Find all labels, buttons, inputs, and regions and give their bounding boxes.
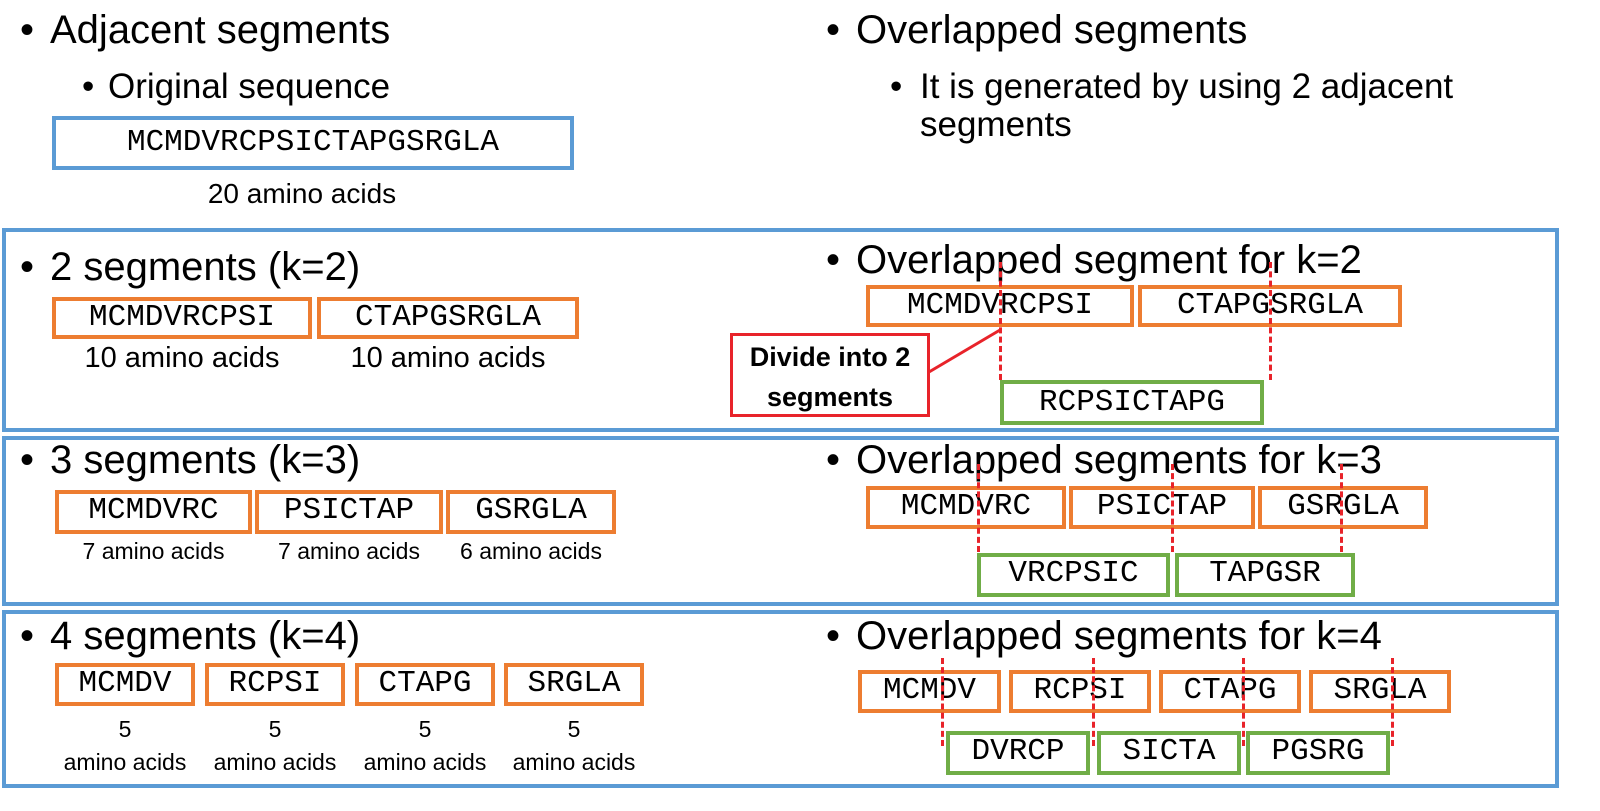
divide-callout: Divide into 2 segments <box>730 333 930 417</box>
k3-overlap-heading: • Overlapped segments for k=3 <box>826 438 1382 482</box>
bullet-icon: • <box>20 245 35 289</box>
original-sequence-caption: 20 amino acids <box>207 178 397 209</box>
k4-caption-number: 5 <box>567 716 581 742</box>
k4-overlap-source: MCMDV <box>858 670 1001 713</box>
k4-segment: MCMDV <box>55 663 195 706</box>
k2-heading-text: 2 segments (k=2) <box>50 245 361 289</box>
bullet-icon: • <box>826 238 841 282</box>
k3-heading: • 3 segments (k=3) <box>20 438 360 482</box>
k3-heading-text: 3 segments (k=3) <box>50 438 361 482</box>
divider-line <box>999 262 1002 380</box>
k3-segment: PSICTAP <box>255 490 443 534</box>
k4-segment: CTAPG <box>355 663 495 706</box>
k2-segment: CTAPGSRGLA <box>317 297 579 339</box>
divider-line <box>1242 658 1245 746</box>
k4-caption-unit: amino acids <box>512 749 636 775</box>
bullet-icon: • <box>20 438 35 482</box>
divider-line <box>1391 658 1394 746</box>
bullet-icon: • <box>826 438 841 482</box>
section-k2 <box>2 228 1559 432</box>
bullet-icon: • <box>20 8 35 52</box>
k4-caption-number: 5 <box>418 716 432 742</box>
section-k3 <box>2 436 1559 606</box>
bullet-icon: • <box>890 67 903 106</box>
section-k4 <box>2 610 1559 788</box>
k3-caption: 7 amino acids <box>278 538 420 564</box>
k4-heading-text: 4 segments (k=4) <box>50 614 361 658</box>
k4-overlap-source: RCPSI <box>1009 670 1151 713</box>
k2-heading: • 2 segments (k=2) <box>20 245 360 289</box>
bullet-icon: • <box>82 67 95 106</box>
k3-overlap-heading-text: Overlapped segments for k=3 <box>856 438 1382 482</box>
k2-caption: 10 amino acids <box>84 342 280 374</box>
k4-overlapped-segment: PGSRG <box>1246 731 1390 775</box>
overlapped-heading: • Overlapped segments <box>826 8 1247 52</box>
k4-caption-number: 5 <box>118 716 132 742</box>
k3-overlapped-segment: TAPGSR <box>1175 553 1355 597</box>
bullet-icon: • <box>20 614 35 658</box>
k4-overlap-heading: • Overlapped segments for k=4 <box>826 614 1382 658</box>
bullet-icon: • <box>826 8 841 52</box>
callout-pointer-line <box>928 328 1001 374</box>
k3-overlap-source: MCMDVRC <box>866 486 1066 529</box>
k4-segment: RCPSI <box>205 663 345 706</box>
bullet-icon: • <box>826 614 841 658</box>
k4-heading: • 4 segments (k=4) <box>20 614 360 658</box>
divider-line <box>1092 658 1095 746</box>
adjacent-heading: • Adjacent segments <box>20 8 390 52</box>
k3-overlap-source: GSRGLA <box>1258 486 1428 529</box>
k4-overlap-source: CTAPG <box>1159 670 1301 713</box>
adjacent-heading-text: Adjacent segments <box>50 8 391 52</box>
original-sequence-box: MCMDVRCPSICTAPGSRGLA <box>52 116 574 170</box>
k4-overlapped-segment: SICTA <box>1097 731 1241 775</box>
k4-segment: SRGLA <box>504 663 644 706</box>
divider-line <box>1171 464 1174 552</box>
divider-line <box>1340 464 1343 552</box>
k3-segment: MCMDVRC <box>55 490 252 534</box>
k4-overlap-heading-text: Overlapped segments for k=4 <box>856 614 1382 658</box>
overlapped-description: • It is generated by using 2 adjacent se… <box>890 68 1510 144</box>
k2-overlap-heading-text: Overlapped segment for k=2 <box>856 238 1362 282</box>
k4-overlapped-segment: DVRCP <box>946 731 1090 775</box>
k4-caption-number: 5 <box>268 716 282 742</box>
k4-caption-unit: amino acids <box>63 749 187 775</box>
divider-line <box>977 464 980 552</box>
overlapped-heading-text: Overlapped segments <box>856 8 1248 52</box>
original-sequence-label-text: Original sequence <box>108 67 391 106</box>
k2-segment: MCMDVRCPSI <box>52 297 312 339</box>
original-sequence-label: • Original sequence <box>82 68 390 106</box>
k3-overlap-source: PSICTAP <box>1069 486 1255 529</box>
k3-caption: 7 amino acids <box>82 538 225 564</box>
k4-caption-unit: amino acids <box>363 749 487 775</box>
overlapped-description-text: It is generated by using 2 adjacent segm… <box>920 67 1454 144</box>
k3-overlapped-segment: VRCPSIC <box>977 553 1170 597</box>
k4-caption-unit: amino acids <box>213 749 337 775</box>
k2-caption: 10 amino acids <box>350 342 546 374</box>
k2-overlap-heading: • Overlapped segment for k=2 <box>826 238 1362 282</box>
k3-caption: 6 amino acids <box>460 538 602 564</box>
k4-overlap-source: SRGLA <box>1309 670 1451 713</box>
divider-line <box>1269 262 1272 380</box>
k3-segment: GSRGLA <box>446 490 616 534</box>
k2-overlapped-segment: RCPSICTAPG <box>1000 380 1264 425</box>
divider-line <box>941 658 944 746</box>
